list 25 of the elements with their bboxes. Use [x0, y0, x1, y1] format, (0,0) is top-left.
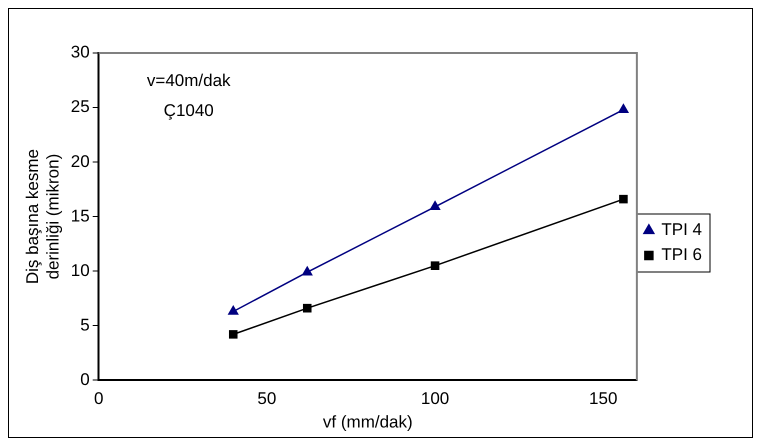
y-tick-label: 10 — [70, 260, 90, 280]
y-tick-label: 15 — [70, 206, 90, 226]
point — [228, 330, 238, 339]
y-tick-label: 0 — [80, 370, 90, 389]
y-tick-label: 30 — [70, 42, 90, 62]
x-tick-label: 0 — [94, 389, 104, 408]
point — [302, 266, 312, 276]
point — [302, 304, 312, 312]
x-tick-label: 150 — [589, 389, 618, 408]
x-tick-label: 50 — [257, 389, 276, 408]
y-axis-title: Diş başına kesme derinliği (mikron) — [22, 149, 62, 284]
point — [228, 306, 238, 315]
x-axis-title: vf (mm/dak) — [322, 412, 413, 432]
annotation: Ç1040 — [164, 101, 214, 120]
legend-label: TPI 6 — [661, 245, 702, 264]
annotation: v=40m/dak — [146, 71, 232, 90]
point — [618, 104, 628, 113]
y-tick-label: 20 — [70, 152, 90, 171]
y-tick-label: 5 — [80, 315, 90, 334]
y-tick-label: 25 — [70, 97, 90, 116]
point — [430, 201, 440, 210]
legend-label: TPI 4 — [661, 220, 702, 240]
x-tick-label: 100 — [420, 389, 450, 408]
point — [619, 194, 628, 204]
point — [430, 261, 440, 270]
